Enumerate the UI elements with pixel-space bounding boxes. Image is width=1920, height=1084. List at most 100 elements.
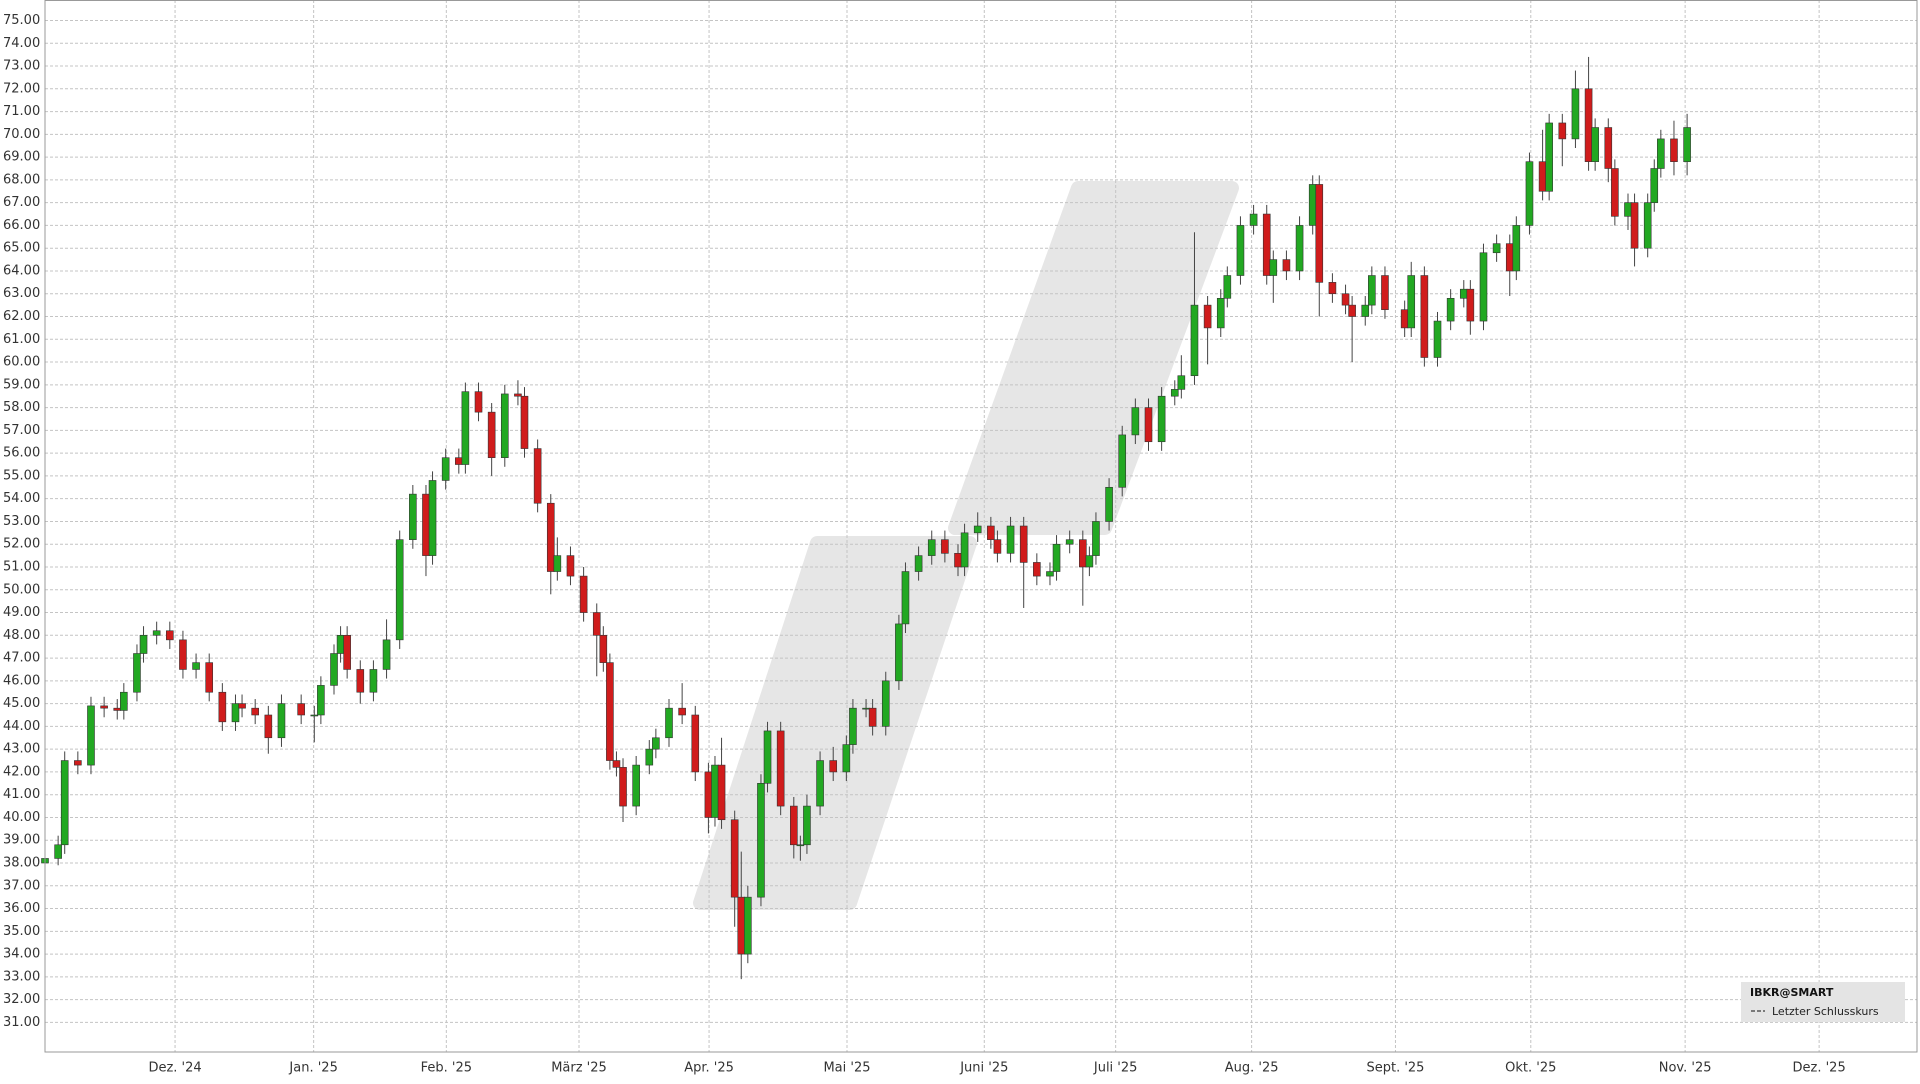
candle-body xyxy=(632,764,640,807)
candle-body xyxy=(849,707,857,745)
candle-body xyxy=(1341,293,1350,306)
candle-body xyxy=(87,705,95,766)
candle-body xyxy=(317,685,325,716)
candle-body xyxy=(356,669,365,693)
candle-body xyxy=(382,639,391,670)
candle-body xyxy=(1085,555,1094,568)
candle-body xyxy=(829,760,838,773)
y-tick-label: 66.00 xyxy=(3,218,40,233)
candle-body xyxy=(238,703,246,709)
y-tick-label: 44.00 xyxy=(3,719,40,734)
legend: IBKR@SMART Letzter Schlusskurs xyxy=(1741,982,1905,1022)
candle-body xyxy=(1525,161,1534,226)
candle-body xyxy=(546,502,555,572)
candle-body xyxy=(1092,521,1100,556)
candle-body xyxy=(264,714,273,739)
candle-body xyxy=(776,730,785,807)
plot-border xyxy=(44,0,1918,1053)
y-tick-label: 50.00 xyxy=(3,582,40,597)
candle-body xyxy=(1591,127,1599,162)
candle-body xyxy=(1492,243,1501,254)
candle-body xyxy=(100,705,108,709)
candle-body xyxy=(1512,225,1521,272)
y-tick-label: 58.00 xyxy=(3,400,40,415)
y-tick-label: 75.00 xyxy=(3,13,40,28)
candle-body xyxy=(1157,395,1166,443)
candle-body xyxy=(1203,304,1212,329)
candle-body xyxy=(1643,202,1652,249)
candle-body xyxy=(1630,202,1639,249)
candle-body xyxy=(369,669,378,693)
candle-body xyxy=(1308,184,1317,226)
candle-body xyxy=(665,707,673,739)
candle-body xyxy=(60,760,69,846)
candle-body xyxy=(113,707,122,711)
candle-body xyxy=(1446,297,1455,322)
candle-body xyxy=(441,457,450,481)
candle-body xyxy=(645,748,654,766)
candle-body xyxy=(1262,213,1271,276)
candle-body xyxy=(231,703,240,723)
y-tick-label: 34.00 xyxy=(3,947,40,962)
candle-body xyxy=(1361,304,1370,317)
y-tick-label: 65.00 xyxy=(3,241,40,256)
x-tick-label: Okt. '25 xyxy=(1505,1061,1556,1076)
candle-body xyxy=(1368,275,1376,306)
candle-body xyxy=(619,767,627,807)
y-tick-label: 68.00 xyxy=(3,172,40,187)
grid xyxy=(45,0,1917,1052)
candle-body xyxy=(789,805,798,846)
candle-body xyxy=(1223,275,1232,299)
candle-body xyxy=(297,703,305,716)
candle-body xyxy=(120,691,128,711)
candle-body xyxy=(993,539,1002,554)
candle-body xyxy=(1046,571,1054,577)
candle-body xyxy=(678,707,686,716)
y-tick-label: 37.00 xyxy=(3,878,40,893)
x-tick-label: Juni '25 xyxy=(959,1061,1008,1076)
candle-body xyxy=(1505,243,1514,272)
candle-body xyxy=(422,493,430,556)
y-tick-label: 32.00 xyxy=(3,992,40,1007)
y-tick-label: 62.00 xyxy=(3,309,40,324)
candle-body xyxy=(1236,225,1245,276)
candle-body xyxy=(1033,562,1041,577)
candle-body xyxy=(1295,225,1304,272)
candle-body xyxy=(599,634,608,663)
x-tick-label: Dez. '24 xyxy=(148,1061,201,1076)
y-tick-label: 45.00 xyxy=(3,696,40,711)
candle-body xyxy=(343,634,351,670)
x-tick-label: Dez. '25 xyxy=(1793,1061,1846,1076)
watermark-shape xyxy=(948,181,1239,535)
y-tick-label: 43.00 xyxy=(3,742,40,757)
candle-body xyxy=(691,714,700,773)
candle-body xyxy=(1611,168,1619,217)
legend-title: IBKR@SMART xyxy=(1750,986,1834,999)
candle-body xyxy=(717,764,726,821)
y-tick-label: 67.00 xyxy=(3,195,40,210)
candle-body xyxy=(1216,297,1225,329)
y-tick-label: 54.00 xyxy=(3,491,40,506)
candle-body xyxy=(1177,375,1186,390)
candle-body xyxy=(1282,259,1291,272)
y-tick-label: 40.00 xyxy=(3,810,40,825)
candle-body xyxy=(816,760,824,807)
candle-body xyxy=(1079,539,1087,568)
candle-body xyxy=(1170,389,1179,397)
candle-body xyxy=(862,707,870,710)
candle-body xyxy=(1657,138,1665,169)
candle-body xyxy=(1381,275,1389,310)
y-tick-label: 69.00 xyxy=(3,150,40,165)
y-tick-label: 48.00 xyxy=(3,628,40,643)
candle-body xyxy=(579,575,588,613)
candle-body xyxy=(1433,320,1442,358)
candle-body xyxy=(652,737,660,750)
candle-body xyxy=(711,764,719,818)
y-tick-label: 33.00 xyxy=(3,969,40,984)
candle-body xyxy=(474,391,483,413)
x-tick-label: Apr. '25 xyxy=(684,1061,734,1076)
y-tick-label: 51.00 xyxy=(3,559,40,574)
candle-body xyxy=(803,805,811,846)
y-tick-label: 64.00 xyxy=(3,263,40,278)
y-tick-label: 61.00 xyxy=(3,332,40,347)
